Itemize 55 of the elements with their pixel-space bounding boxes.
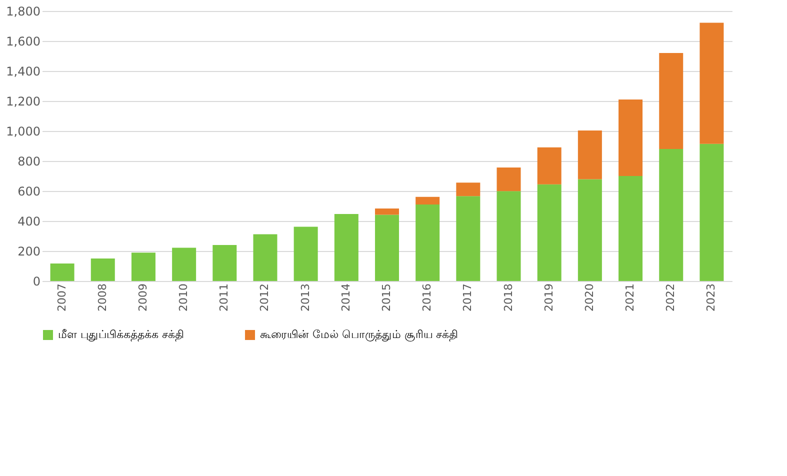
- y-tick-label: 1,200: [6, 94, 40, 108]
- bar: [50, 263, 74, 281]
- bar: [375, 208, 399, 215]
- y-tick-label: 400: [18, 214, 40, 228]
- bar: [416, 196, 440, 204]
- bar: [172, 248, 196, 281]
- x-tick-label: 2016: [420, 284, 434, 312]
- x-tick-label: 2014: [339, 284, 352, 312]
- y-tick-label: 1,400: [6, 64, 40, 78]
- x-tick-label: 2015: [380, 284, 393, 312]
- bar: [456, 196, 480, 281]
- x-tick-label: 2010: [177, 284, 190, 312]
- bar: [496, 167, 521, 192]
- x-tick-label: 2018: [502, 284, 515, 312]
- y-tick-label: 1,600: [6, 34, 40, 48]
- x-tick-label: 2009: [136, 284, 150, 312]
- bar: [212, 245, 237, 281]
- y-tick-label: 800: [18, 154, 40, 168]
- y-tick-label: 0: [32, 274, 40, 288]
- legend-label: மீள புதுப்பிக்கத்தக்க சக்தி: [58, 328, 184, 341]
- x-tick-label: 2013: [298, 284, 312, 312]
- bar: [334, 214, 358, 281]
- bar: [375, 214, 399, 281]
- y-tick-label: 200: [18, 244, 40, 258]
- bar: [578, 179, 602, 281]
- x-tick-label: 2021: [624, 284, 637, 312]
- x-tick-label: 2019: [542, 284, 556, 312]
- x-tick-label: 2008: [96, 284, 109, 312]
- y-tick-label: 1,000: [6, 124, 40, 138]
- bar: [700, 144, 724, 281]
- legend-label: கூரையின் மேல் பொருத்தும் சூரிய சக்தி: [260, 328, 458, 342]
- bar: [131, 252, 156, 281]
- x-tick-label: 2011: [218, 284, 231, 312]
- bar: [416, 204, 440, 281]
- bar: [456, 182, 480, 196]
- y-tick-label: 600: [18, 184, 40, 198]
- bar: [659, 53, 684, 149]
- bar: [618, 176, 643, 281]
- x-tick-label: 2022: [664, 284, 678, 312]
- bar: [659, 149, 684, 281]
- bar: [578, 130, 602, 180]
- bar: [90, 258, 115, 281]
- bar: [537, 147, 562, 184]
- bar: [496, 191, 521, 281]
- bar: [618, 100, 643, 176]
- x-tick-label: 2012: [258, 284, 272, 312]
- x-tick-label: 2007: [55, 284, 68, 312]
- x-tick-label: 2023: [704, 284, 718, 312]
- x-tick-label: 2017: [461, 284, 474, 312]
- bar: [253, 234, 278, 281]
- bar: [537, 184, 562, 281]
- x-tick-label: 2020: [582, 284, 596, 312]
- bar: [700, 22, 724, 144]
- y-tick-label: 1,800: [6, 4, 40, 18]
- bar: [294, 226, 318, 281]
